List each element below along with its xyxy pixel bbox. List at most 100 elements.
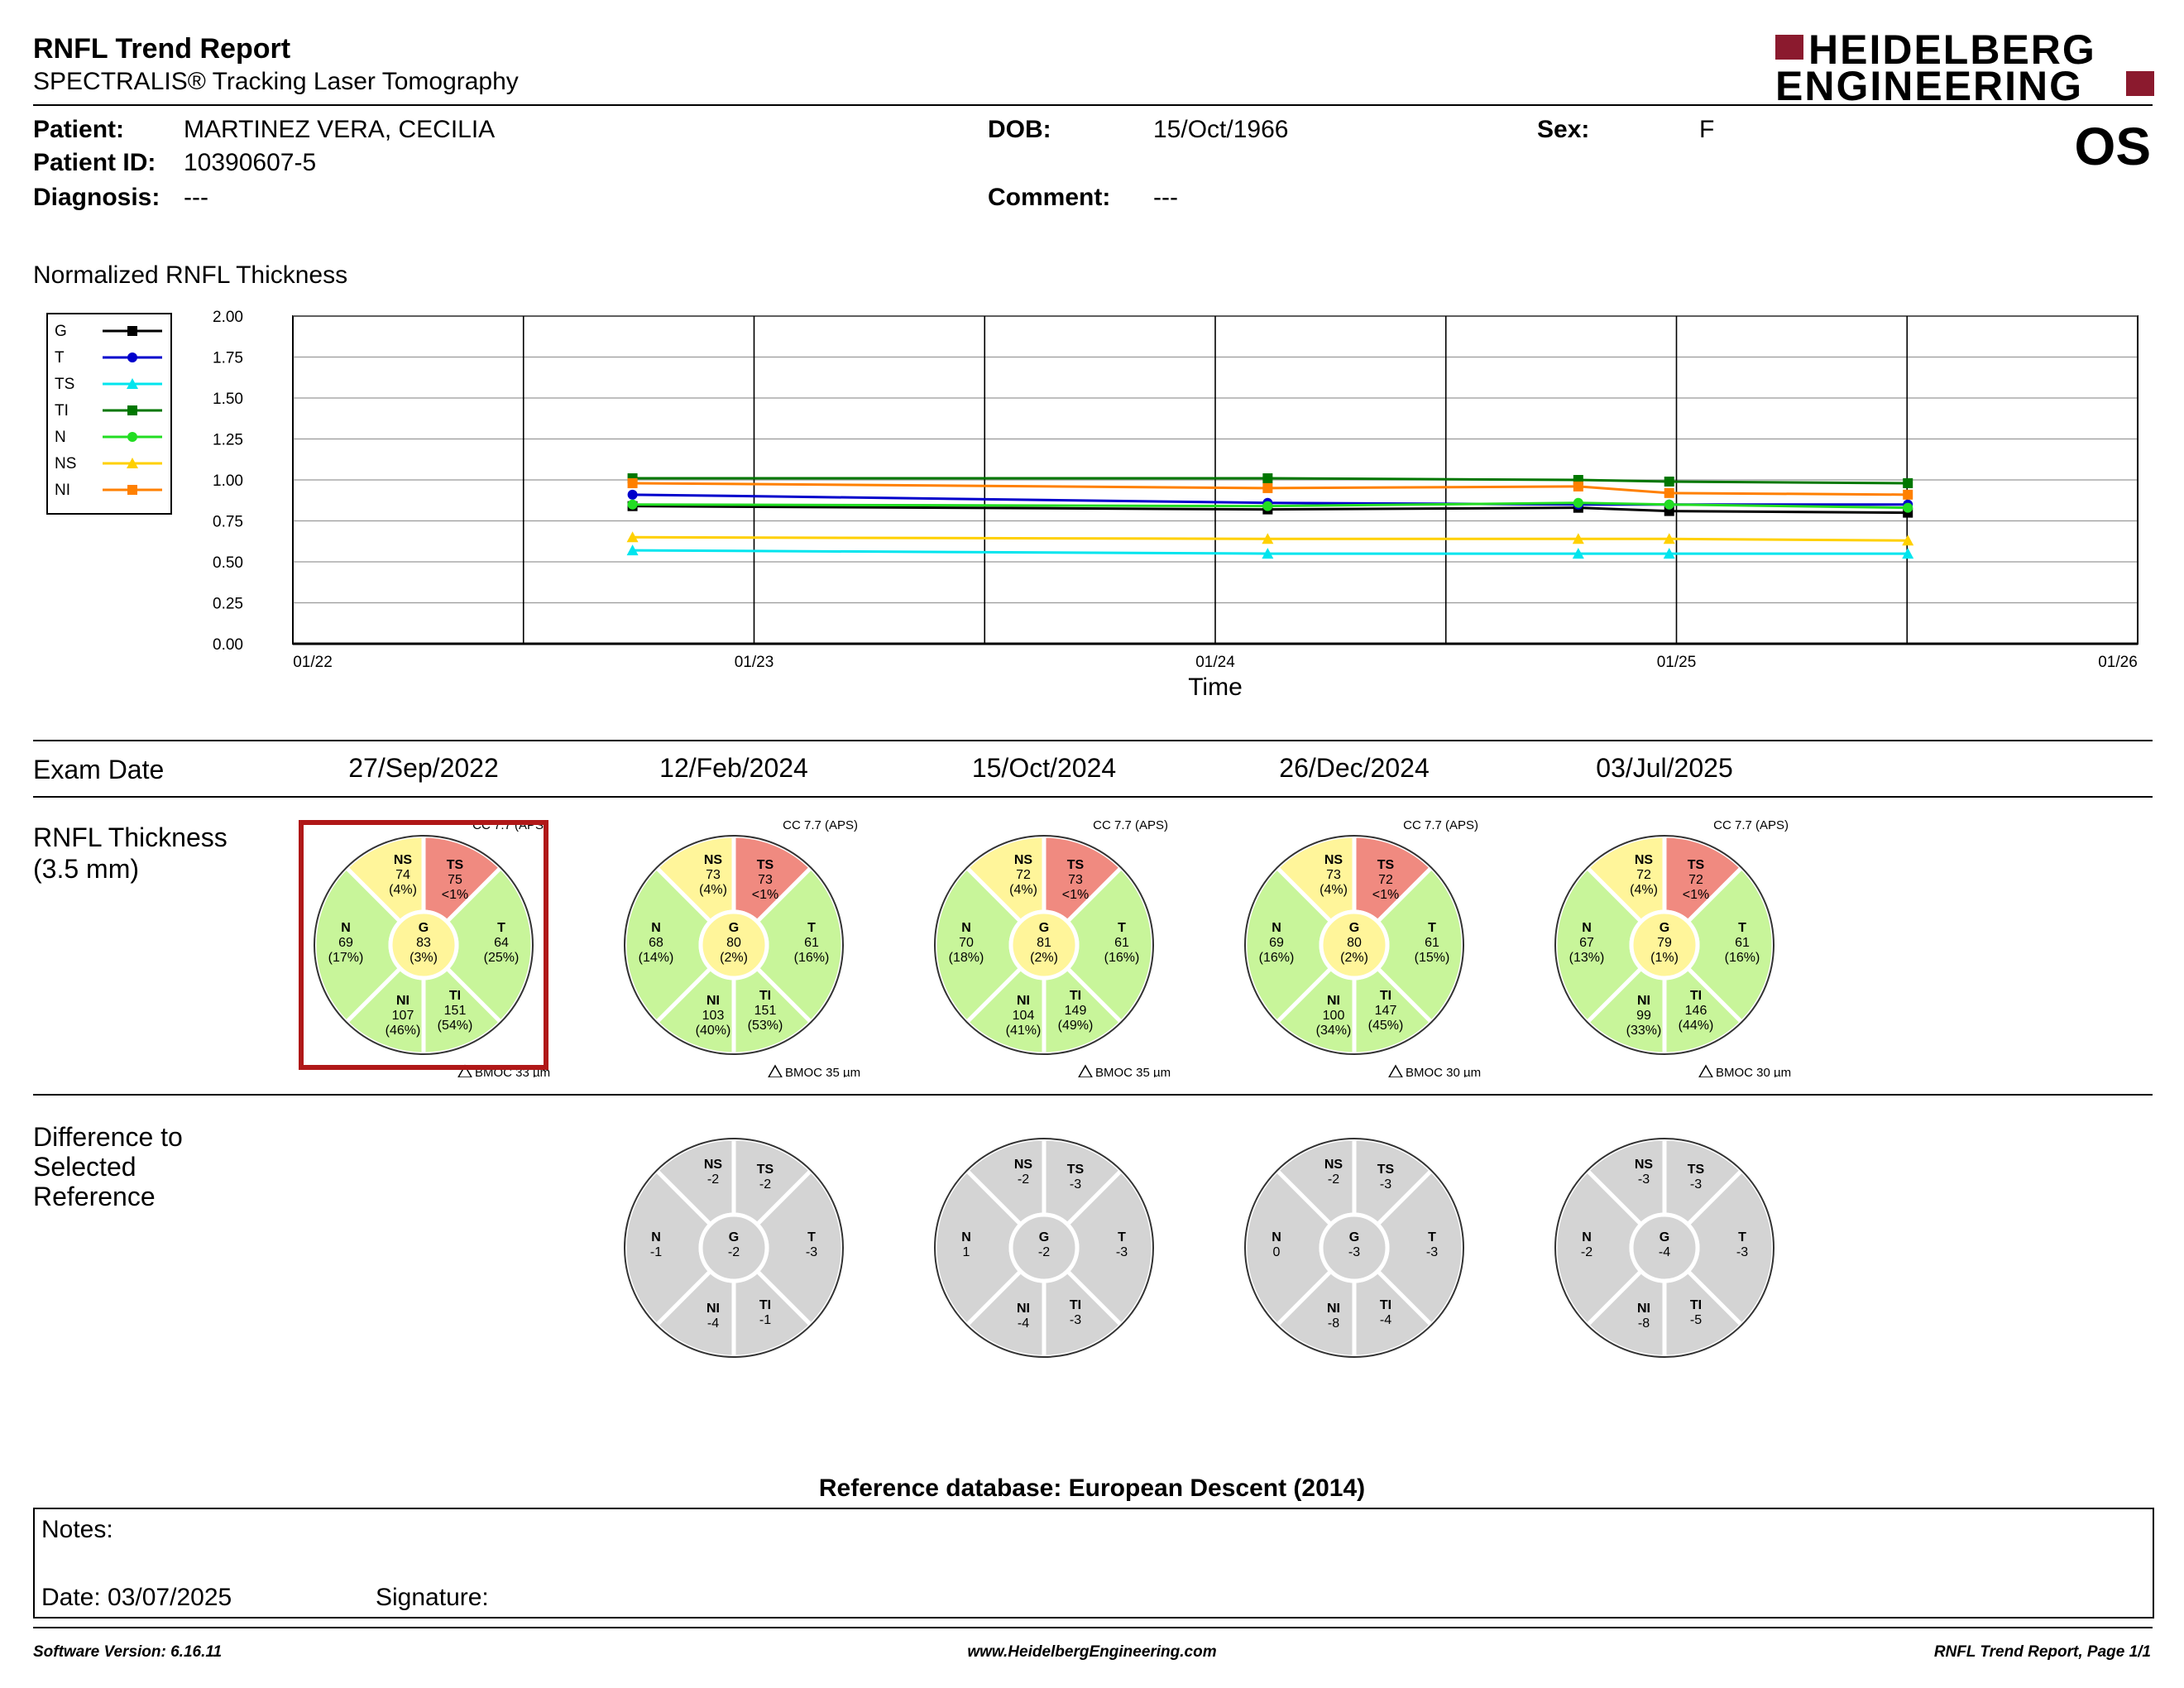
legend-swatch (103, 378, 162, 389)
sector-difference: -2 (1038, 1245, 1050, 1259)
legend-item-g: G (48, 319, 170, 346)
legend-label: N (55, 429, 66, 446)
sector-name: G (1660, 1230, 1669, 1244)
exam-date[interactable]: 26/Dec/2024 (1279, 753, 1430, 783)
sector-difference: -2 (728, 1245, 740, 1259)
sector-value: 104 (1013, 1009, 1035, 1023)
sector-percentile: (4%) (699, 883, 727, 897)
sector-percentile: <1% (442, 888, 468, 902)
sex-label: Sex: (1537, 116, 1590, 143)
data-point-n (1573, 497, 1583, 508)
legend-marker (127, 352, 137, 362)
data-point-ts (1262, 548, 1274, 559)
exam-date[interactable]: 03/Jul/2025 (1596, 753, 1733, 783)
sector-value: 72 (1636, 868, 1651, 882)
sector-name: N (651, 921, 661, 935)
sector-g (388, 909, 459, 981)
data-point-ni (1262, 482, 1273, 493)
sector-difference: -3 (1736, 1245, 1748, 1259)
sector-name: NI (1637, 1302, 1650, 1316)
sector-value: 151 (754, 1004, 777, 1018)
sector-value: 73 (758, 873, 773, 887)
data-point-ni (1573, 481, 1583, 492)
patient-id: 10390607-5 (184, 149, 317, 176)
thickness-divider (33, 1094, 2153, 1096)
sector-name: G (1039, 921, 1049, 935)
page-number: RNFL Trend Report, Page 1/1 (1933, 1643, 2151, 1661)
x-tick-label: 01/24 (1195, 654, 1235, 671)
sector-difference: -3 (1070, 1177, 1081, 1192)
difference-diagram[interactable]: NS-3TS-3T-3TI-5NI-8N-2G-4 (1532, 1115, 1797, 1380)
data-point-ns (1663, 533, 1675, 544)
sector-difference: -3 (806, 1245, 817, 1259)
y-tick-label: 1.50 (213, 391, 243, 408)
sector-percentile: (3%) (410, 951, 438, 965)
sector-difference: -8 (1328, 1316, 1339, 1331)
sector-name: TI (1380, 989, 1391, 1003)
exam-date[interactable]: 27/Sep/2022 (348, 753, 499, 783)
diagram-outline (1554, 1138, 1774, 1358)
signature-label: Signature: (376, 1584, 489, 1611)
sector-value: 64 (494, 936, 509, 950)
sector-value: 72 (1378, 873, 1393, 887)
sector-name: TI (1690, 1298, 1702, 1312)
sector-name: T (1428, 1230, 1436, 1244)
sector-difference: -8 (1638, 1316, 1650, 1331)
sector-value: 68 (649, 936, 663, 950)
sector-name: NS (704, 1158, 723, 1172)
website-link[interactable]: www.HeidelbergEngineering.com (967, 1643, 1217, 1661)
sector-difference: -4 (1380, 1313, 1391, 1327)
sector-name: NS (1014, 1158, 1033, 1172)
exam-date[interactable]: 15/Oct/2024 (971, 753, 1117, 783)
diagram-outline (1244, 835, 1464, 1055)
sector-value: 73 (706, 868, 721, 882)
sector-percentile: (1%) (1650, 951, 1679, 965)
legend-item-ns: NS (48, 452, 170, 478)
sector-difference: -1 (759, 1313, 771, 1327)
cc-label: CC 7.7 (APS) (783, 818, 858, 832)
legend-label: T (55, 349, 65, 367)
sector-percentile: (46%) (386, 1024, 421, 1038)
y-tick-label: 2.00 (213, 309, 243, 326)
sector-difference: -4 (1018, 1316, 1029, 1331)
sector-percentile: (41%) (1006, 1024, 1042, 1038)
rnfl-thickness-diagram[interactable]: NS73(4%)TS73<1%T61(16%)TI151(53%)NI103(4… (601, 813, 866, 1077)
sector-name: T (1738, 921, 1746, 935)
y-tick-label: 0.00 (213, 636, 243, 654)
eye-label: OS (2074, 117, 2151, 176)
bmo-triangle-icon (1388, 1064, 1403, 1077)
legend-label: G (55, 323, 67, 340)
diagram-outline (314, 835, 534, 1055)
legend-label: TI (55, 402, 69, 420)
sector-difference: 0 (1273, 1245, 1281, 1259)
sector-percentile: (44%) (1679, 1019, 1714, 1033)
notes-box: Notes: Date: 03/07/2025 Signature: (33, 1508, 2154, 1618)
sector-difference: -1 (650, 1245, 662, 1259)
difference-diagram[interactable]: NS-2TS-2T-3TI-1NI-4N-1G-2 (601, 1115, 866, 1380)
sector-value: 61 (1735, 936, 1750, 950)
chart-legend: G T TS TI N NS NI (46, 313, 172, 515)
rnfl-thickness-diagram[interactable]: NS72(4%)TS72<1%T61(16%)TI146(44%)NI99(33… (1532, 813, 1797, 1077)
sector-name: TI (1070, 989, 1081, 1003)
sector-value: 74 (395, 868, 410, 882)
sector-g (698, 1212, 769, 1283)
legend-marker (127, 378, 138, 389)
sector-value: 146 (1685, 1004, 1707, 1018)
exam-date[interactable]: 12/Feb/2024 (659, 753, 808, 783)
data-point-ti (1903, 477, 1913, 488)
sector-name: N (1272, 921, 1281, 935)
sector-name: T (497, 921, 505, 935)
legend-swatch (103, 432, 162, 442)
sector-value: 72 (1688, 873, 1703, 887)
cc-label: CC 7.7 (APS) (1403, 818, 1478, 832)
sector-difference: -4 (707, 1316, 719, 1331)
sector-name: G (729, 921, 739, 935)
patient-name: MARTINEZ VERA, CECILIA (184, 116, 496, 143)
sector-name: T (1118, 1230, 1126, 1244)
sector-value: 73 (1326, 868, 1341, 882)
